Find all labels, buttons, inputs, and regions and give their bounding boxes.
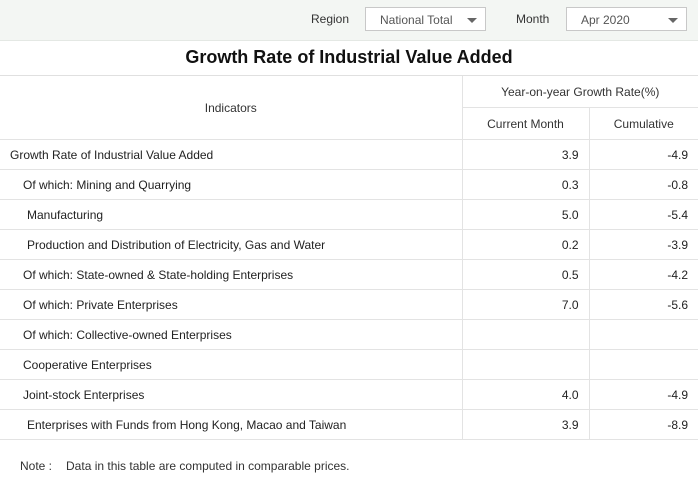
indicator-cell: Cooperative Enterprises	[0, 349, 462, 380]
indicator-cell: Of which: Collective-owned Enterprises	[0, 319, 462, 350]
indicator-cell: Production and Distribution of Electrici…	[0, 229, 462, 260]
note-text: Data in this table are computed in compa…	[66, 459, 350, 473]
header-current-month: Current Month	[461, 107, 589, 140]
region-select-value: National Total	[380, 13, 453, 27]
cumulative-cell: -4.9	[588, 139, 698, 170]
header-cumulative: Cumulative	[588, 107, 698, 140]
table-row: Of which: Private Enterprises 7.0 -5.6	[0, 289, 698, 320]
cumulative-cell: -4.2	[588, 259, 698, 290]
cumulative-cell	[588, 319, 698, 350]
table-row: Enterprises with Funds from Hong Kong, M…	[0, 409, 698, 440]
month-label: Month	[516, 12, 550, 26]
table-note: Note : Data in this table are computed in…	[20, 459, 350, 473]
table-row: Growth Rate of Industrial Value Added 3.…	[0, 139, 698, 170]
current-month-cell	[461, 319, 589, 350]
indicator-cell: Growth Rate of Industrial Value Added	[0, 139, 462, 170]
cumulative-cell: -5.4	[588, 199, 698, 230]
month-select-value: Apr 2020	[581, 13, 630, 27]
indicator-cell: Joint-stock Enterprises	[0, 379, 462, 410]
current-month-cell	[461, 349, 589, 380]
table-row: Of which: Mining and Quarrying 0.3 -0.8	[0, 169, 698, 200]
indicator-cell: Manufacturing	[0, 199, 462, 230]
current-month-cell: 0.2	[461, 229, 589, 260]
current-month-cell: 4.0	[461, 379, 589, 410]
chevron-down-icon	[668, 18, 678, 23]
filter-bar: Region National Total Month Apr 2020	[0, 0, 698, 41]
current-month-cell: 0.5	[461, 259, 589, 290]
cumulative-cell: -0.8	[588, 169, 698, 200]
header-yoy-growth: Year-on-year Growth Rate(%)	[461, 76, 698, 108]
table-row: Joint-stock Enterprises 4.0 -4.9	[0, 379, 698, 410]
current-month-cell: 5.0	[461, 199, 589, 230]
cumulative-cell: -4.9	[588, 379, 698, 410]
note-label: Note :	[20, 459, 53, 473]
current-month-cell: 3.9	[461, 139, 589, 170]
indicator-cell: Of which: Private Enterprises	[0, 289, 462, 320]
table-row: Manufacturing 5.0 -5.4	[0, 199, 698, 230]
header-indicators: Indicators	[0, 76, 462, 140]
table-row: Of which: State-owned & State-holding En…	[0, 259, 698, 290]
table-row: Of which: Collective-owned Enterprises	[0, 319, 698, 350]
indicator-cell: Of which: Mining and Quarrying	[0, 169, 462, 200]
indicator-cell: Of which: State-owned & State-holding En…	[0, 259, 462, 290]
chevron-down-icon	[467, 18, 477, 23]
month-select[interactable]: Apr 2020	[566, 7, 687, 31]
region-select[interactable]: National Total	[365, 7, 486, 31]
cumulative-cell: -5.6	[588, 289, 698, 320]
current-month-cell: 0.3	[461, 169, 589, 200]
cumulative-cell: -8.9	[588, 409, 698, 440]
table-row: Cooperative Enterprises	[0, 349, 698, 380]
region-label: Region	[311, 12, 350, 26]
current-month-cell: 3.9	[461, 409, 589, 440]
current-month-cell: 7.0	[461, 289, 589, 320]
table-row: Production and Distribution of Electrici…	[0, 229, 698, 260]
page-title: Growth Rate of Industrial Value Added	[0, 40, 698, 76]
indicator-cell: Enterprises with Funds from Hong Kong, M…	[0, 409, 462, 440]
data-table: Indicators Year-on-year Growth Rate(%) C…	[0, 76, 698, 440]
cumulative-cell: -3.9	[588, 229, 698, 260]
cumulative-cell	[588, 349, 698, 380]
